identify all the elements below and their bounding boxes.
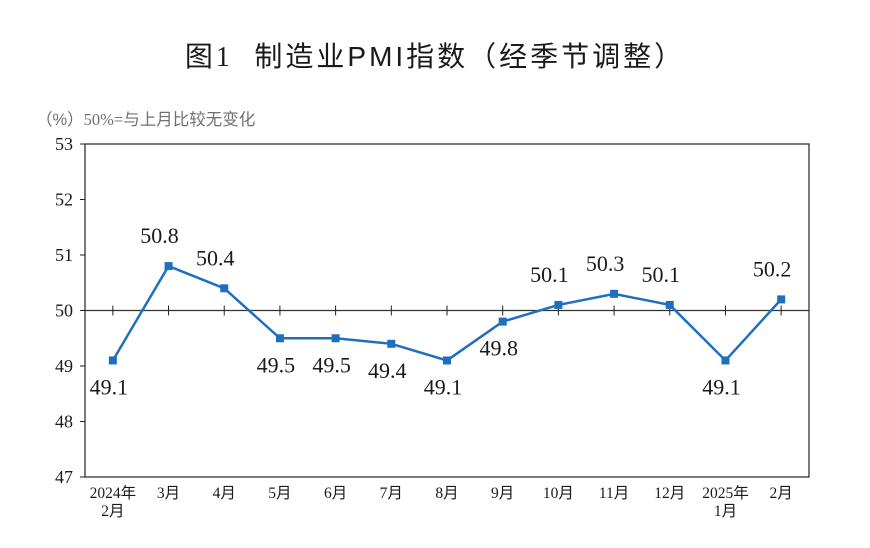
svg-text:3月: 3月 xyxy=(157,485,180,502)
svg-text:52: 52 xyxy=(55,190,73,210)
svg-text:7月: 7月 xyxy=(380,485,403,502)
svg-text:2月: 2月 xyxy=(101,503,124,520)
svg-text:50.2: 50.2 xyxy=(753,256,792,281)
svg-text:50: 50 xyxy=(55,301,73,321)
svg-text:6月: 6月 xyxy=(324,485,347,502)
svg-text:50.1: 50.1 xyxy=(530,262,569,287)
svg-text:50.8: 50.8 xyxy=(140,223,179,248)
svg-text:49.4: 49.4 xyxy=(368,358,407,383)
svg-text:48: 48 xyxy=(55,412,73,432)
svg-text:49.1: 49.1 xyxy=(424,374,463,399)
svg-text:49.8: 49.8 xyxy=(479,336,518,361)
svg-text:49: 49 xyxy=(55,356,73,376)
svg-text:9月: 9月 xyxy=(491,485,514,502)
svg-text:50.4: 50.4 xyxy=(196,245,235,270)
svg-text:11月: 11月 xyxy=(599,485,629,502)
svg-text:49.1: 49.1 xyxy=(90,374,129,399)
svg-text:10月: 10月 xyxy=(543,485,574,502)
svg-text:49.5: 49.5 xyxy=(257,352,296,377)
svg-text:50.3: 50.3 xyxy=(586,251,625,276)
svg-text:2024年: 2024年 xyxy=(90,484,137,502)
svg-text:49.1: 49.1 xyxy=(702,374,741,399)
svg-text:12月: 12月 xyxy=(654,485,685,502)
svg-text:8月: 8月 xyxy=(435,485,458,502)
svg-text:47: 47 xyxy=(55,467,73,487)
svg-text:51: 51 xyxy=(55,245,73,265)
svg-text:50.1: 50.1 xyxy=(642,262,681,287)
svg-text:2月: 2月 xyxy=(770,485,793,502)
svg-text:1月: 1月 xyxy=(714,503,737,520)
svg-text:5月: 5月 xyxy=(268,485,291,502)
svg-text:49.5: 49.5 xyxy=(312,352,351,377)
svg-text:2025年: 2025年 xyxy=(702,484,749,502)
svg-text:53: 53 xyxy=(55,134,73,154)
svg-text:4月: 4月 xyxy=(213,485,236,502)
